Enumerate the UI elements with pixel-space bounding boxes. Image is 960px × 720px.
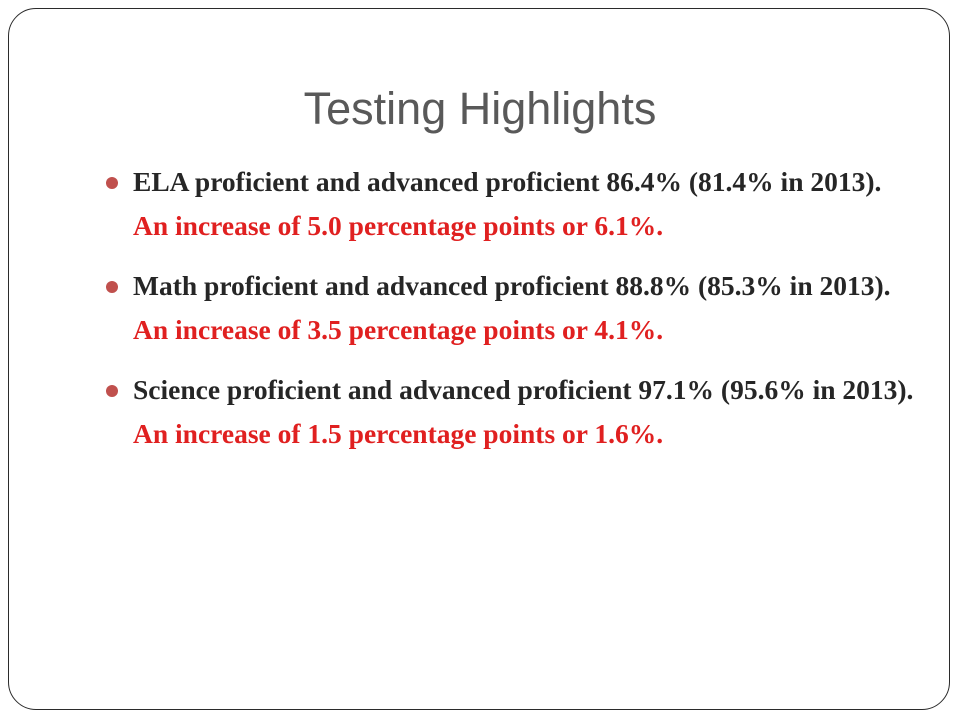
bullet-highlight-text: An increase of 1.5 percentage points or …	[133, 418, 664, 449]
bullet-lead-text: ELA proficient and advanced proficient 8…	[133, 166, 882, 197]
slide-title: Testing Highlights	[303, 83, 657, 134]
bullet-highlight-text: An increase of 5.0 percentage points or …	[133, 210, 664, 241]
bullet-dot-icon	[106, 177, 118, 189]
bullet-dot-icon	[106, 385, 118, 397]
bullet-item-ela: ELA proficient and advanced proficient 8…	[0, 160, 960, 248]
bullet-highlight-text: An increase of 3.5 percentage points or …	[133, 314, 664, 345]
bullet-lead-text: Science proficient and advanced proficie…	[133, 374, 914, 405]
bullet-lead-text: Math proficient and advanced proficient …	[133, 270, 891, 301]
bullet-list: ELA proficient and advanced proficient 8…	[0, 160, 960, 472]
bullet-item-math: Math proficient and advanced proficient …	[0, 264, 960, 352]
slide-frame	[8, 8, 950, 710]
bullet-dot-icon	[106, 281, 118, 293]
bullet-item-science: Science proficient and advanced proficie…	[0, 368, 960, 456]
